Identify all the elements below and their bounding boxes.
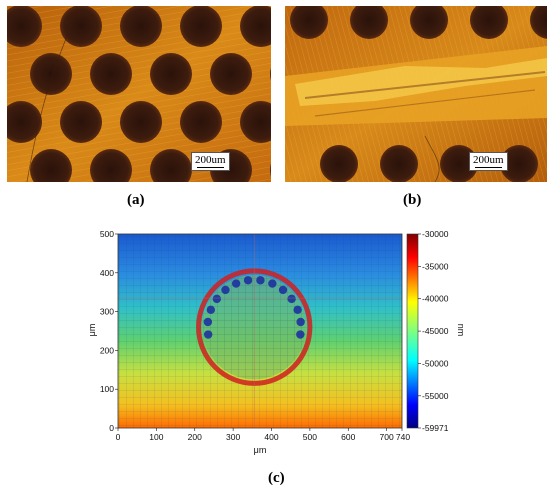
dimple (180, 6, 222, 47)
x-tick-label: 100 (149, 432, 163, 442)
deep-pocket (278, 285, 288, 295)
dimple (320, 145, 358, 182)
deep-pocket (221, 285, 230, 295)
colorbar-tick-label: -35000 (422, 261, 449, 271)
deep-pocket (231, 279, 241, 288)
micrograph-b: 200um (285, 6, 547, 182)
deep-pocket (212, 294, 222, 304)
colorbar-tick-label: -50000 (422, 358, 449, 368)
y-tick-label: 500 (100, 229, 114, 239)
dimple (350, 6, 388, 39)
colorbar (406, 233, 419, 429)
dimple (120, 6, 162, 47)
dimple (270, 67, 271, 81)
y-axis-label: μm (87, 324, 97, 337)
dimple (240, 101, 271, 143)
profilometry-chart: 0 100 200 300 400 500 600 700 740 0 100 200 300 400 5… (87, 229, 466, 455)
scalebar-a: 200um (191, 152, 230, 171)
y-tick-label: 100 (100, 384, 114, 394)
x-tick-label: 400 (264, 432, 278, 442)
dimple (470, 6, 508, 39)
dimple (440, 145, 478, 182)
micrograph-a-image (7, 6, 271, 182)
dimple (90, 149, 132, 182)
deep-pocket (296, 330, 305, 339)
dimple (500, 145, 538, 182)
deep-pocket (296, 317, 305, 327)
deep-pocket (206, 305, 216, 315)
deep-pocket (287, 294, 296, 304)
x-axis-label: μm (254, 445, 267, 455)
dimple (180, 101, 222, 143)
colorbar-tick-label: -55000 (422, 391, 449, 401)
colorbar-tick-label: -45000 (422, 326, 449, 336)
dimple (240, 6, 271, 47)
deep-pocket (243, 276, 253, 285)
scalebar-b-bar (475, 167, 502, 168)
dimple (120, 101, 162, 143)
scalebar-a-label: 200um (195, 154, 226, 166)
dimple (410, 6, 448, 39)
caption-a: (a) (127, 192, 145, 208)
dimple (30, 149, 72, 182)
caption-b: (b) (403, 192, 422, 208)
dimple (290, 6, 328, 39)
dimple (150, 149, 192, 182)
x-tick-label: 200 (188, 432, 202, 442)
x-tick-label: 300 (226, 432, 240, 442)
dimple (380, 145, 418, 182)
scalebar-a-bar (197, 167, 224, 168)
deep-pocket (293, 305, 302, 315)
y-tick-label: 300 (100, 307, 114, 317)
scalebar-b: 200um (469, 152, 508, 171)
dimple (7, 6, 42, 47)
deep-pocket (268, 279, 277, 288)
x-tick-label: 740 (396, 432, 410, 442)
micrograph-a: 200um (7, 6, 271, 182)
deep-pocket (203, 317, 213, 327)
dimple (7, 101, 42, 143)
y-tick-label: 0 (109, 423, 114, 433)
caption-c: (c) (268, 470, 285, 486)
dimple (270, 163, 271, 177)
deep-pocket (256, 276, 265, 285)
dimple (530, 6, 547, 39)
dimple (30, 53, 72, 95)
colorbar-label: nm (456, 324, 466, 337)
x-tick-label: 700 (380, 432, 394, 442)
deep-pocket (203, 330, 213, 339)
dimple (60, 101, 102, 143)
colorbar-tick-label: -30000 (422, 229, 449, 239)
colorbar-tick-label: -59971 (422, 423, 449, 433)
x-tick-label: 0 (116, 432, 121, 442)
y-tick-label: 400 (100, 268, 114, 278)
x-tick-label: 600 (341, 432, 355, 442)
dimple (90, 53, 132, 95)
y-tick-label: 200 (100, 345, 114, 355)
dimple (60, 6, 102, 47)
dimple (150, 53, 192, 95)
scalebar-b-label: 200um (473, 154, 504, 166)
x-tick-label: 500 (303, 432, 317, 442)
colorbar-tick-label: -40000 (422, 294, 449, 304)
dimple (210, 53, 252, 95)
micrograph-b-image (285, 6, 547, 182)
